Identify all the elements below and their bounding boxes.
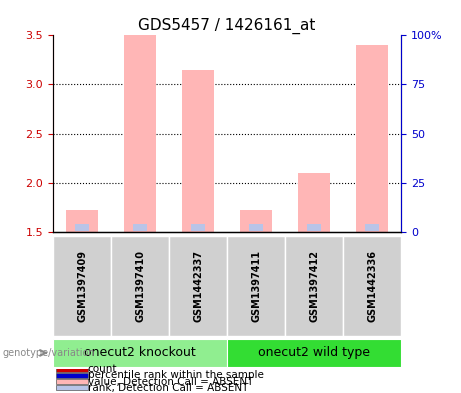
Bar — [53, 339, 227, 367]
Bar — [307, 224, 321, 231]
Text: onecut2 wild type: onecut2 wild type — [258, 346, 370, 360]
Title: GDS5457 / 1426161_at: GDS5457 / 1426161_at — [138, 18, 316, 34]
Bar — [169, 236, 227, 336]
Bar — [365, 224, 379, 231]
Bar — [343, 236, 401, 336]
Bar — [298, 173, 330, 232]
Bar — [249, 224, 263, 231]
Bar — [240, 210, 272, 232]
Text: genotype/variation: genotype/variation — [2, 348, 95, 358]
Text: count: count — [88, 364, 117, 375]
Bar — [182, 70, 214, 232]
Text: GSM1397410: GSM1397410 — [135, 250, 145, 322]
Bar — [53, 236, 111, 336]
Text: rank, Detection Call = ABSENT: rank, Detection Call = ABSENT — [88, 383, 248, 393]
Text: GSM1397412: GSM1397412 — [309, 250, 319, 322]
Bar — [124, 35, 156, 232]
Bar — [356, 45, 388, 232]
Text: percentile rank within the sample: percentile rank within the sample — [88, 371, 264, 380]
Bar — [285, 236, 343, 336]
Bar — [66, 210, 98, 232]
Text: onecut2 knockout: onecut2 knockout — [84, 346, 196, 360]
Text: value, Detection Call = ABSENT: value, Detection Call = ABSENT — [88, 376, 253, 387]
Bar — [57, 379, 88, 384]
Bar — [227, 236, 285, 336]
Text: GSM1397411: GSM1397411 — [251, 250, 261, 322]
Bar — [227, 339, 401, 367]
Bar — [57, 367, 88, 371]
Text: GSM1442336: GSM1442336 — [367, 250, 377, 322]
Text: GSM1442337: GSM1442337 — [193, 250, 203, 322]
Bar — [57, 373, 88, 378]
Bar — [75, 224, 89, 231]
Bar — [57, 386, 88, 390]
Text: GSM1397409: GSM1397409 — [77, 250, 87, 322]
Bar — [191, 224, 205, 231]
Bar — [111, 236, 169, 336]
Bar — [133, 224, 147, 231]
